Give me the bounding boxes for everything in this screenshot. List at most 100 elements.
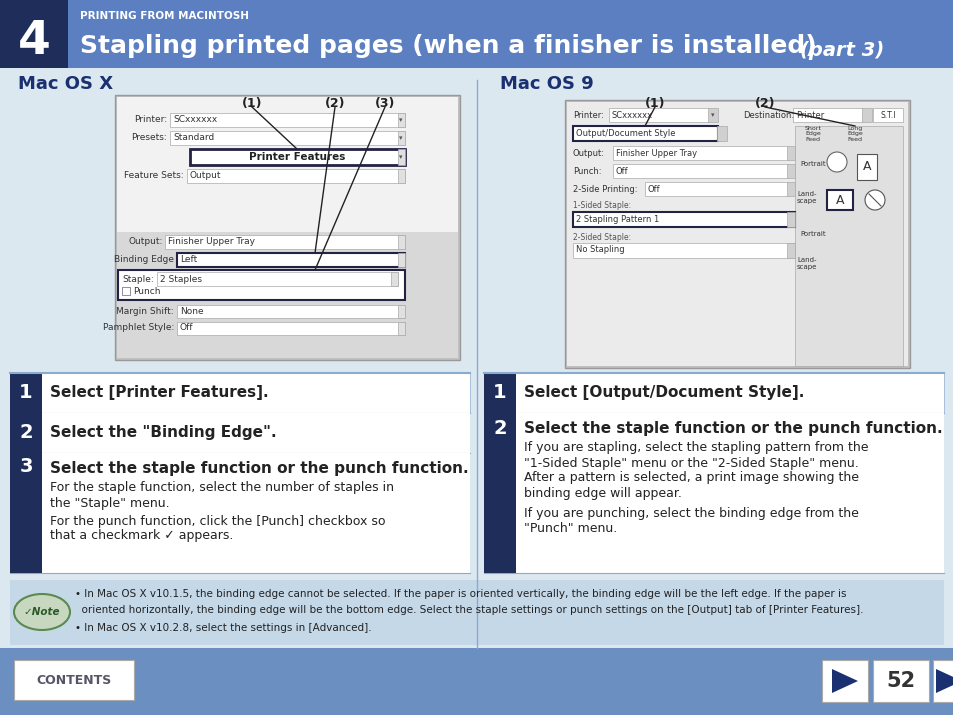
Text: SCxxxxxx: SCxxxxxx (172, 116, 217, 124)
Text: PRINTING FROM MACINTOSH: PRINTING FROM MACINTOSH (80, 11, 249, 21)
Bar (608, 108, 708, 122)
Text: 2: 2 (19, 423, 32, 443)
Bar (0, 0, 953, 68)
Text: Presets:: Presets: (132, 132, 167, 142)
Bar (10, 413, 42, 453)
Polygon shape (831, 669, 857, 693)
Bar (573, 126, 718, 141)
Bar (483, 413, 516, 573)
Bar (177, 305, 405, 318)
Bar (483, 373, 516, 413)
Bar (165, 235, 405, 249)
Bar (856, 154, 876, 180)
Text: S.T.I: S.T.I (880, 111, 895, 119)
Bar (118, 270, 405, 300)
Text: Destination:: Destination: (742, 111, 793, 119)
Text: Finisher Upper Tray: Finisher Upper Tray (616, 149, 697, 157)
Bar (10, 453, 42, 573)
Bar (483, 373, 943, 413)
Text: 2-Sided Staple:: 2-Sided Staple: (573, 232, 631, 242)
Text: Printer Features: Printer Features (249, 152, 345, 162)
Text: For the punch function, click the [Punch] checkbox so: For the punch function, click the [Punch… (50, 515, 385, 528)
Bar (397, 169, 405, 183)
Text: For the staple function, select the number of staples in: For the staple function, select the numb… (50, 481, 394, 495)
Text: 1: 1 (493, 383, 506, 403)
Text: 1-Sided Staple:: 1-Sided Staple: (573, 202, 631, 210)
Text: Portrait: Portrait (800, 231, 824, 237)
Text: Land-
scape: Land- scape (796, 257, 817, 270)
Bar (122, 287, 130, 295)
Text: 3: 3 (19, 458, 32, 476)
Text: Output:: Output: (573, 149, 604, 157)
Text: ▾: ▾ (399, 154, 402, 160)
Bar (397, 235, 405, 249)
Text: (2): (2) (324, 97, 345, 109)
Text: 1: 1 (19, 383, 32, 403)
Text: 2 Staples: 2 Staples (160, 275, 202, 284)
Bar (10, 373, 470, 413)
Bar (566, 102, 907, 366)
Text: If you are stapling, select the stapling pattern from the: If you are stapling, select the stapling… (523, 441, 867, 455)
Text: None: None (180, 307, 203, 315)
Bar (792, 108, 862, 122)
Bar (115, 95, 459, 360)
Text: "Punch" menu.: "Punch" menu. (523, 521, 617, 535)
Text: No Stapling: No Stapling (576, 245, 624, 255)
Text: Select [Output/Document Style].: Select [Output/Document Style]. (523, 385, 803, 400)
Bar (170, 113, 405, 127)
Bar (170, 131, 405, 145)
Bar (483, 413, 943, 573)
Text: Output/Document Style: Output/Document Style (576, 129, 675, 137)
Text: Off: Off (180, 323, 193, 332)
Bar (872, 108, 902, 122)
Text: After a pattern is selected, a print image showing the: After a pattern is selected, a print ima… (523, 471, 858, 485)
Bar (707, 108, 718, 122)
Bar (872, 660, 928, 702)
Text: • In Mac OS X v10.1.5, the binding edge cannot be selected. If the paper is orie: • In Mac OS X v10.1.5, the binding edge … (75, 589, 845, 599)
Text: Long
Edge
Feed: Long Edge Feed (846, 126, 862, 142)
Bar (821, 660, 867, 702)
Text: Mac OS 9: Mac OS 9 (499, 75, 593, 93)
Text: (part 3): (part 3) (800, 41, 883, 59)
Text: ▾: ▾ (399, 117, 402, 123)
Bar (573, 212, 794, 227)
Bar (117, 232, 457, 358)
Text: Printer: Printer (795, 111, 823, 119)
Text: Select [Printer Features].: Select [Printer Features]. (50, 385, 269, 400)
Text: • In Mac OS X v10.2.8, select the settings in [Advanced].: • In Mac OS X v10.2.8, select the settin… (75, 623, 372, 633)
Bar (644, 182, 787, 196)
Bar (14, 660, 133, 700)
Text: Printer:: Printer: (133, 114, 167, 124)
Bar (391, 272, 397, 286)
Bar (397, 149, 405, 165)
Bar (187, 169, 405, 183)
Text: the "Staple" menu.: the "Staple" menu. (50, 496, 170, 510)
Text: 2: 2 (493, 418, 506, 438)
Text: If you are punching, select the binding edge from the: If you are punching, select the binding … (523, 506, 858, 520)
Bar (794, 126, 902, 366)
Text: (1): (1) (644, 97, 664, 109)
Text: Select the staple function or the punch function.: Select the staple function or the punch … (523, 420, 942, 435)
Text: Portrait: Portrait (800, 161, 824, 167)
Bar (10, 453, 470, 573)
Text: Mac OS X: Mac OS X (18, 75, 113, 93)
Bar (786, 182, 794, 196)
Text: SCxxxxxx: SCxxxxxx (612, 111, 653, 119)
Bar (177, 253, 405, 267)
Text: ▾: ▾ (711, 112, 714, 118)
Text: Standard: Standard (172, 134, 214, 142)
Text: Output:: Output: (129, 237, 163, 245)
Text: Staple:: Staple: (122, 275, 153, 284)
Text: Margin Shift:: Margin Shift: (116, 307, 173, 315)
Text: 4: 4 (17, 19, 51, 64)
Text: Punch: Punch (132, 287, 160, 295)
Polygon shape (935, 669, 953, 693)
Bar (613, 164, 787, 178)
Text: that a checkmark ✓ appears.: that a checkmark ✓ appears. (50, 530, 233, 543)
Bar (0, 648, 953, 715)
Bar (862, 108, 871, 122)
Text: Punch:: Punch: (573, 167, 601, 175)
Bar (786, 212, 794, 227)
Text: Off: Off (616, 167, 628, 175)
Bar (717, 126, 726, 141)
